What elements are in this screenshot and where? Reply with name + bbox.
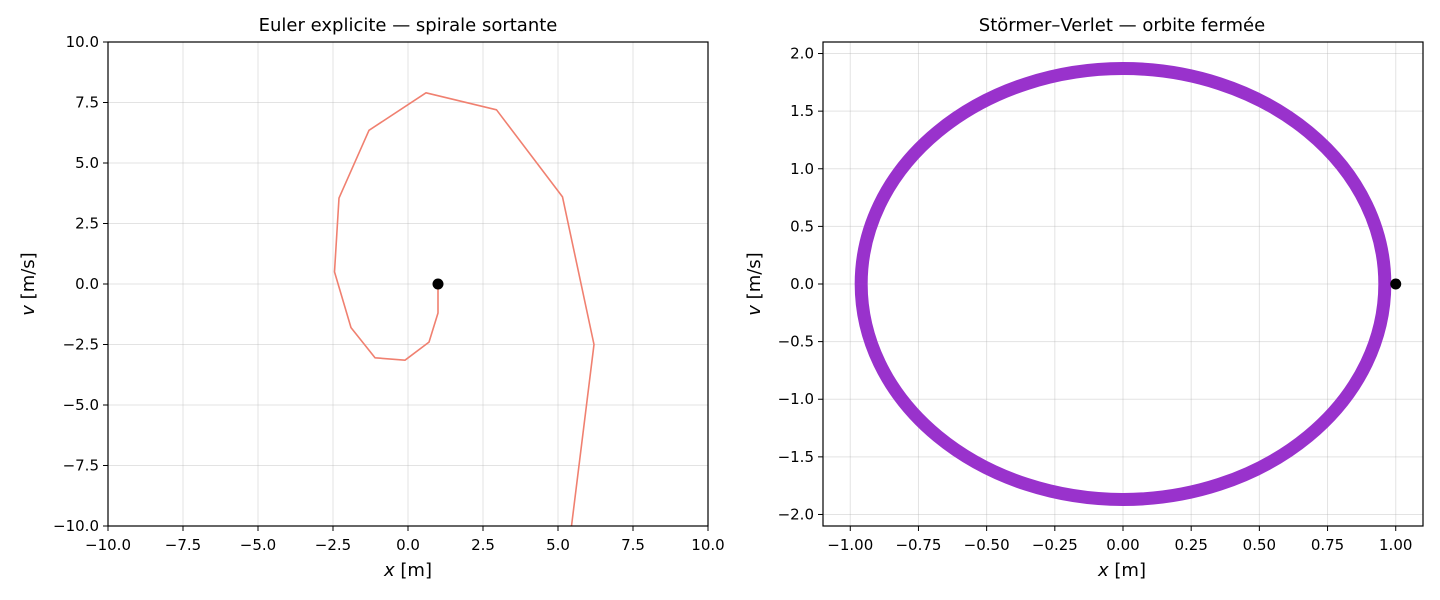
- euler-y-tick-label: −5.0: [63, 396, 99, 414]
- verlet-y-tick-label: 1.5: [790, 102, 814, 120]
- verlet-y-tick-label: −0.5: [778, 333, 814, 351]
- verlet-x-tick-label: −0.75: [895, 536, 941, 554]
- verlet-x-tick-label: 0.25: [1174, 536, 1207, 554]
- verlet-x-tick-label: 0.75: [1311, 536, 1344, 554]
- euler-panel: Euler explicite — spirale sortante −10.0…: [18, 15, 725, 581]
- euler-x-tick-label: −10.0: [85, 536, 131, 554]
- euler-x-tick-label: 7.5: [621, 536, 645, 554]
- verlet-panel: Störmer–Verlet — orbite fermée −1.00 −0.7…: [744, 15, 1424, 581]
- verlet-x-tick-label: 0.00: [1106, 536, 1139, 554]
- euler-start-point: [432, 278, 444, 290]
- verlet-y-tick-label: −2.0: [778, 505, 814, 523]
- verlet-y-axis-label: v [m/s]: [744, 252, 765, 315]
- verlet-y-tick-label: −1.5: [778, 448, 814, 466]
- euler-trajectory-series: [333, 92, 595, 526]
- verlet-y-tick-label: 2.0: [790, 45, 814, 63]
- euler-x-tick-label: 10.0: [691, 536, 724, 554]
- verlet-x-tick-label: −0.25: [1032, 536, 1078, 554]
- euler-y-tick-label: 2.5: [75, 215, 99, 233]
- verlet-x-tick-label: −1.00: [827, 536, 873, 554]
- euler-y-tick-label: −7.5: [63, 457, 99, 475]
- euler-y-tick-label: 5.0: [75, 154, 99, 172]
- euler-y-tick-label: 10.0: [66, 33, 99, 51]
- euler-x-tick-label: 0.0: [396, 536, 420, 554]
- euler-y-tick-label: −10.0: [53, 517, 99, 535]
- verlet-x-axis: −1.00 −0.75 −0.50 −0.25 0.00 0.25 0.50 0.75 1.00: [827, 526, 1412, 554]
- verlet-x-tick-label: 0.50: [1243, 536, 1276, 554]
- euler-y-axis-label: v [m/s]: [18, 252, 39, 315]
- euler-y-tick-label: −2.5: [63, 336, 99, 354]
- verlet-plot-area: [854, 62, 1392, 506]
- euler-plot-area: [333, 92, 595, 526]
- euler-x-tick-label: −7.5: [165, 536, 201, 554]
- euler-x-axis: −10.0 −7.5 −5.0 −2.5 0.0 2.5 5.0 7.5 10.0: [85, 526, 725, 554]
- verlet-x-tick-label: −0.50: [964, 536, 1010, 554]
- euler-x-tick-label: −5.0: [240, 536, 276, 554]
- euler-x-tick-label: 5.0: [546, 536, 570, 554]
- verlet-y-axis: −2.0 −1.5 −1.0 −0.5 0.0 0.5 1.0 1.5 2.0: [778, 45, 823, 523]
- verlet-start-point: [1390, 278, 1402, 290]
- euler-x-tick-label: 2.5: [471, 536, 495, 554]
- verlet-y-tick-label: −1.0: [778, 390, 814, 408]
- verlet-grid: [823, 42, 1423, 526]
- verlet-x-tick-label: 1.00: [1379, 536, 1412, 554]
- verlet-orbit-series: [854, 62, 1392, 506]
- euler-y-axis: −10.0 −7.5 −5.0 −2.5 0.0 2.5 5.0 7.5 10.0: [53, 33, 108, 535]
- euler-x-tick-label: −2.5: [315, 536, 351, 554]
- euler-title: Euler explicite — spirale sortante: [259, 15, 558, 36]
- euler-x-axis-label: x [m]: [383, 560, 432, 581]
- verlet-title: Störmer–Verlet — orbite fermée: [979, 15, 1265, 36]
- euler-y-tick-label: 7.5: [75, 94, 99, 112]
- verlet-y-tick-label: 0.0: [790, 275, 814, 293]
- verlet-y-tick-label: 0.5: [790, 217, 814, 235]
- verlet-x-axis-label: x [m]: [1097, 560, 1146, 581]
- euler-y-tick-label: 0.0: [75, 275, 99, 293]
- verlet-y-tick-label: 1.0: [790, 160, 814, 178]
